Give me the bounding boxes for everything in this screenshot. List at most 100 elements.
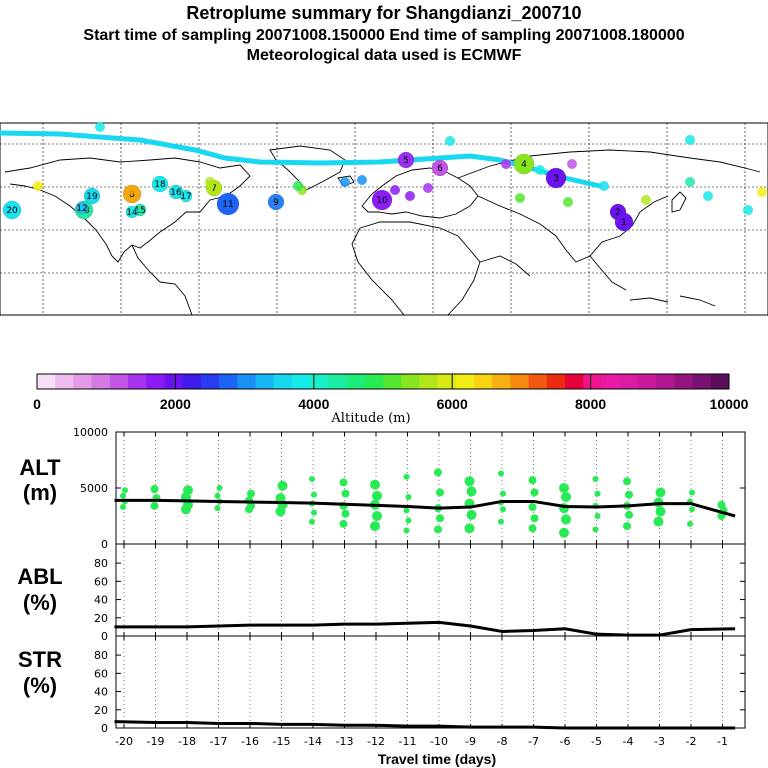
- alt-scatter-point: [341, 489, 350, 498]
- alt-scatter-point: [403, 473, 410, 480]
- colorbar-cell: [200, 374, 220, 389]
- time-series-panels: 0 5000 10000 0 20 40 60 80 0 20 40 60 80: [73, 426, 746, 735]
- alt-ytick-label: 0: [101, 538, 108, 551]
- alt-scatter-point: [275, 493, 286, 504]
- x-tick-label: -13: [336, 735, 354, 748]
- colorbar-cell: [128, 374, 147, 389]
- x-tick-label: -2: [686, 735, 697, 748]
- alt-scatter-point: [594, 513, 601, 519]
- trajectory-marker: [75, 201, 89, 215]
- alt-scatter-point: [466, 486, 477, 497]
- trajectory-marker-label: 5: [403, 156, 409, 166]
- alt-scatter-point: [403, 527, 410, 534]
- colorbar-cell: [146, 374, 165, 389]
- colorbar-tick-label: 8000: [575, 396, 606, 412]
- alt-scatter-point: [216, 485, 223, 491]
- colorbar-cell: [401, 374, 420, 389]
- alt-scatter-point: [528, 503, 537, 512]
- trajectory-marker-label: 2: [615, 208, 621, 218]
- colorbar-cell: [710, 374, 730, 389]
- trajectory-marker: [371, 189, 393, 211]
- colorbar-cell: [437, 374, 457, 389]
- alt-panel-label: ALT: [19, 455, 61, 480]
- colorbar-cell: [601, 374, 621, 389]
- trajectory-marker: [267, 193, 285, 211]
- str-panel-label: STR: [18, 647, 62, 672]
- alt-scatter-point: [500, 490, 506, 497]
- alt-scatter-point: [528, 476, 537, 485]
- alt-scatter-point: [561, 491, 571, 502]
- colorbar-tick-label: 4000: [298, 396, 329, 412]
- str-panel-unit: (%): [23, 673, 57, 698]
- colorbar-cell: [674, 374, 694, 389]
- alt-panel-unit: (m): [23, 480, 57, 505]
- x-tick-label: -5: [591, 735, 602, 748]
- colorbar-cell: [55, 374, 74, 389]
- x-tick-label: -20: [115, 735, 133, 748]
- x-tick-label: -9: [465, 735, 476, 748]
- trajectory-marker-label: 19: [86, 192, 98, 202]
- alt-scatter-point: [625, 510, 633, 519]
- trajectory-marker: [545, 167, 567, 189]
- alt-scatter-point: [687, 520, 693, 527]
- alt-scatter-point: [436, 488, 444, 497]
- plume-blob: [125, 185, 135, 195]
- colorbar-cell: [109, 374, 129, 389]
- x-axis-tick-labels: -20 -19 -18 -17 -16 -15 -14 -13 -12 -11 -10 -9 -8 -7 -…: [115, 735, 728, 748]
- colorbar-frame: [36, 373, 730, 390]
- colorbar-cell: [310, 374, 329, 389]
- trajectory-marker-label: 16: [170, 188, 182, 198]
- trajectory-marker-label: 10: [376, 196, 388, 206]
- plume-blob: [205, 177, 215, 187]
- abl-ytick-label: 80: [94, 557, 108, 570]
- alt-scatter-point: [120, 492, 126, 499]
- str-ytick-label: 0: [101, 722, 108, 735]
- colorbar-cell: [510, 374, 530, 389]
- alt-scatter-point: [372, 511, 382, 521]
- alt-scatter-point: [655, 506, 666, 517]
- alt-scatter-point: [466, 509, 477, 520]
- alt-panel-frame: [115, 431, 746, 545]
- x-tick-label: -11: [399, 735, 417, 748]
- alt-scatter-point: [122, 487, 128, 494]
- trajectory-marker: [2, 200, 22, 220]
- colorbar-cell: [455, 374, 475, 389]
- alt-scatter-point: [528, 524, 537, 533]
- alt-scatter-point: [339, 478, 348, 487]
- trajectory-marker-label: 1: [621, 218, 627, 228]
- alt-scatter-point: [183, 485, 193, 496]
- alt-scatter-point: [717, 500, 726, 509]
- x-tick-label: -19: [147, 735, 165, 748]
- trajectory-markers: 2019181716151413121110987654321: [2, 122, 767, 232]
- trajectory-marker: [151, 175, 169, 193]
- alt-scatter-point: [592, 526, 599, 533]
- trajectory-marker: [216, 192, 240, 216]
- colorbar-tick-label: 0: [33, 396, 41, 412]
- alt-scatter-point: [594, 490, 601, 497]
- alt-scatter-point: [436, 514, 444, 523]
- str-ytick-label: 20: [94, 704, 108, 717]
- alt-scatter-point: [309, 518, 315, 525]
- trajectory-marker: [125, 205, 139, 219]
- colorbar-cell: [583, 374, 603, 389]
- alt-scatter-point: [498, 518, 504, 525]
- plume-blob: [390, 185, 400, 195]
- sampling-time-line: Start time of sampling 20071008.150000 E…: [83, 27, 685, 44]
- x-tick-label: -8: [497, 735, 508, 748]
- colorbar-cell: [219, 374, 238, 389]
- trajectory-marker-label: 9: [273, 198, 279, 208]
- trajectory-marker-label: 20: [6, 206, 18, 216]
- colorbar-cell: [565, 374, 584, 389]
- map-gridlines: [0, 123, 768, 315]
- alt-ytick-label: 10000: [73, 426, 108, 439]
- alt-scatter-point: [689, 489, 695, 496]
- colorbar-cell: [528, 374, 548, 389]
- colorbar-cell: [419, 374, 439, 389]
- plume-blob: [641, 195, 651, 205]
- trajectory-marker-label: 11: [222, 200, 233, 210]
- map-frame: [0, 122, 768, 316]
- colorbar-cell: [637, 374, 657, 389]
- alt-scatter-point: [214, 492, 221, 499]
- altitude-colorbar: 0 2000 4000 6000 8000 10000 Altitude (m): [33, 373, 749, 426]
